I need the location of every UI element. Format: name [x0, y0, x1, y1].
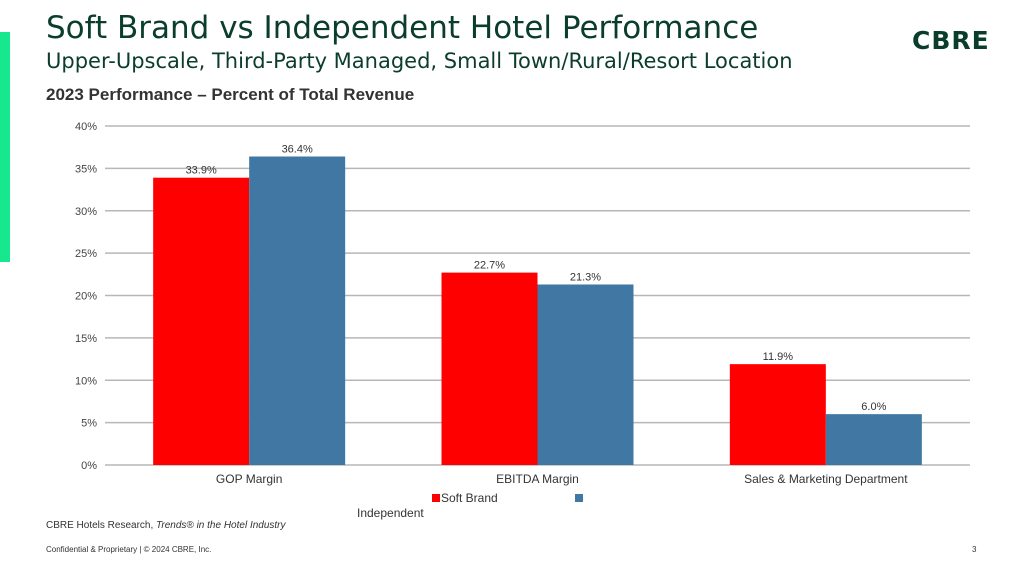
y-tick-label: 10% [75, 375, 97, 387]
bar [441, 272, 538, 465]
data-label: 6.0% [861, 401, 886, 413]
data-label: 22.7% [474, 260, 505, 272]
data-label: 33.9% [186, 165, 217, 177]
y-tick-label: 0% [81, 460, 97, 472]
x-tick-label: Sales & Marketing Department [744, 472, 908, 486]
bar [825, 414, 922, 465]
legend-swatch [575, 494, 583, 502]
page-subtitle: Upper-Upscale, Third-Party Managed, Smal… [46, 49, 793, 73]
legend-label: Soft Brand [441, 491, 498, 505]
y-tick-label: 15% [75, 333, 97, 345]
source-note: CBRE Hotels Research, Trends® in the Hot… [46, 520, 286, 531]
y-tick-label: 35% [75, 163, 97, 175]
data-label: 21.3% [570, 271, 601, 283]
source-publication: Trends® in the Hotel Industry [156, 520, 286, 531]
data-label: 36.4% [282, 144, 313, 156]
legend-label: Independent [357, 506, 424, 520]
chart-title: 2023 Performance – Percent of Total Reve… [46, 85, 415, 104]
page-number: 3 [972, 545, 977, 554]
x-tick-label: EBITDA Margin [496, 472, 579, 486]
bar [729, 364, 826, 465]
footer-confidential: Confidential & Proprietary | © 2024 CBRE… [46, 545, 212, 554]
cbre-logo: CBRE [912, 26, 990, 55]
source-prefix: CBRE Hotels Research, [46, 520, 157, 531]
y-tick-label: 5% [81, 418, 97, 430]
bar [537, 284, 634, 465]
legend-swatch [432, 494, 440, 502]
y-tick-label: 20% [75, 291, 97, 303]
y-tick-label: 40% [75, 121, 97, 133]
bar [249, 156, 346, 465]
y-tick-label: 30% [75, 206, 97, 218]
y-tick-label: 25% [75, 248, 97, 260]
accent-bar [0, 32, 10, 262]
x-tick-label: GOP Margin [216, 472, 282, 486]
page-title: Soft Brand vs Independent Hotel Performa… [46, 10, 759, 46]
data-label: 11.9% [763, 351, 794, 363]
bar [153, 177, 250, 465]
